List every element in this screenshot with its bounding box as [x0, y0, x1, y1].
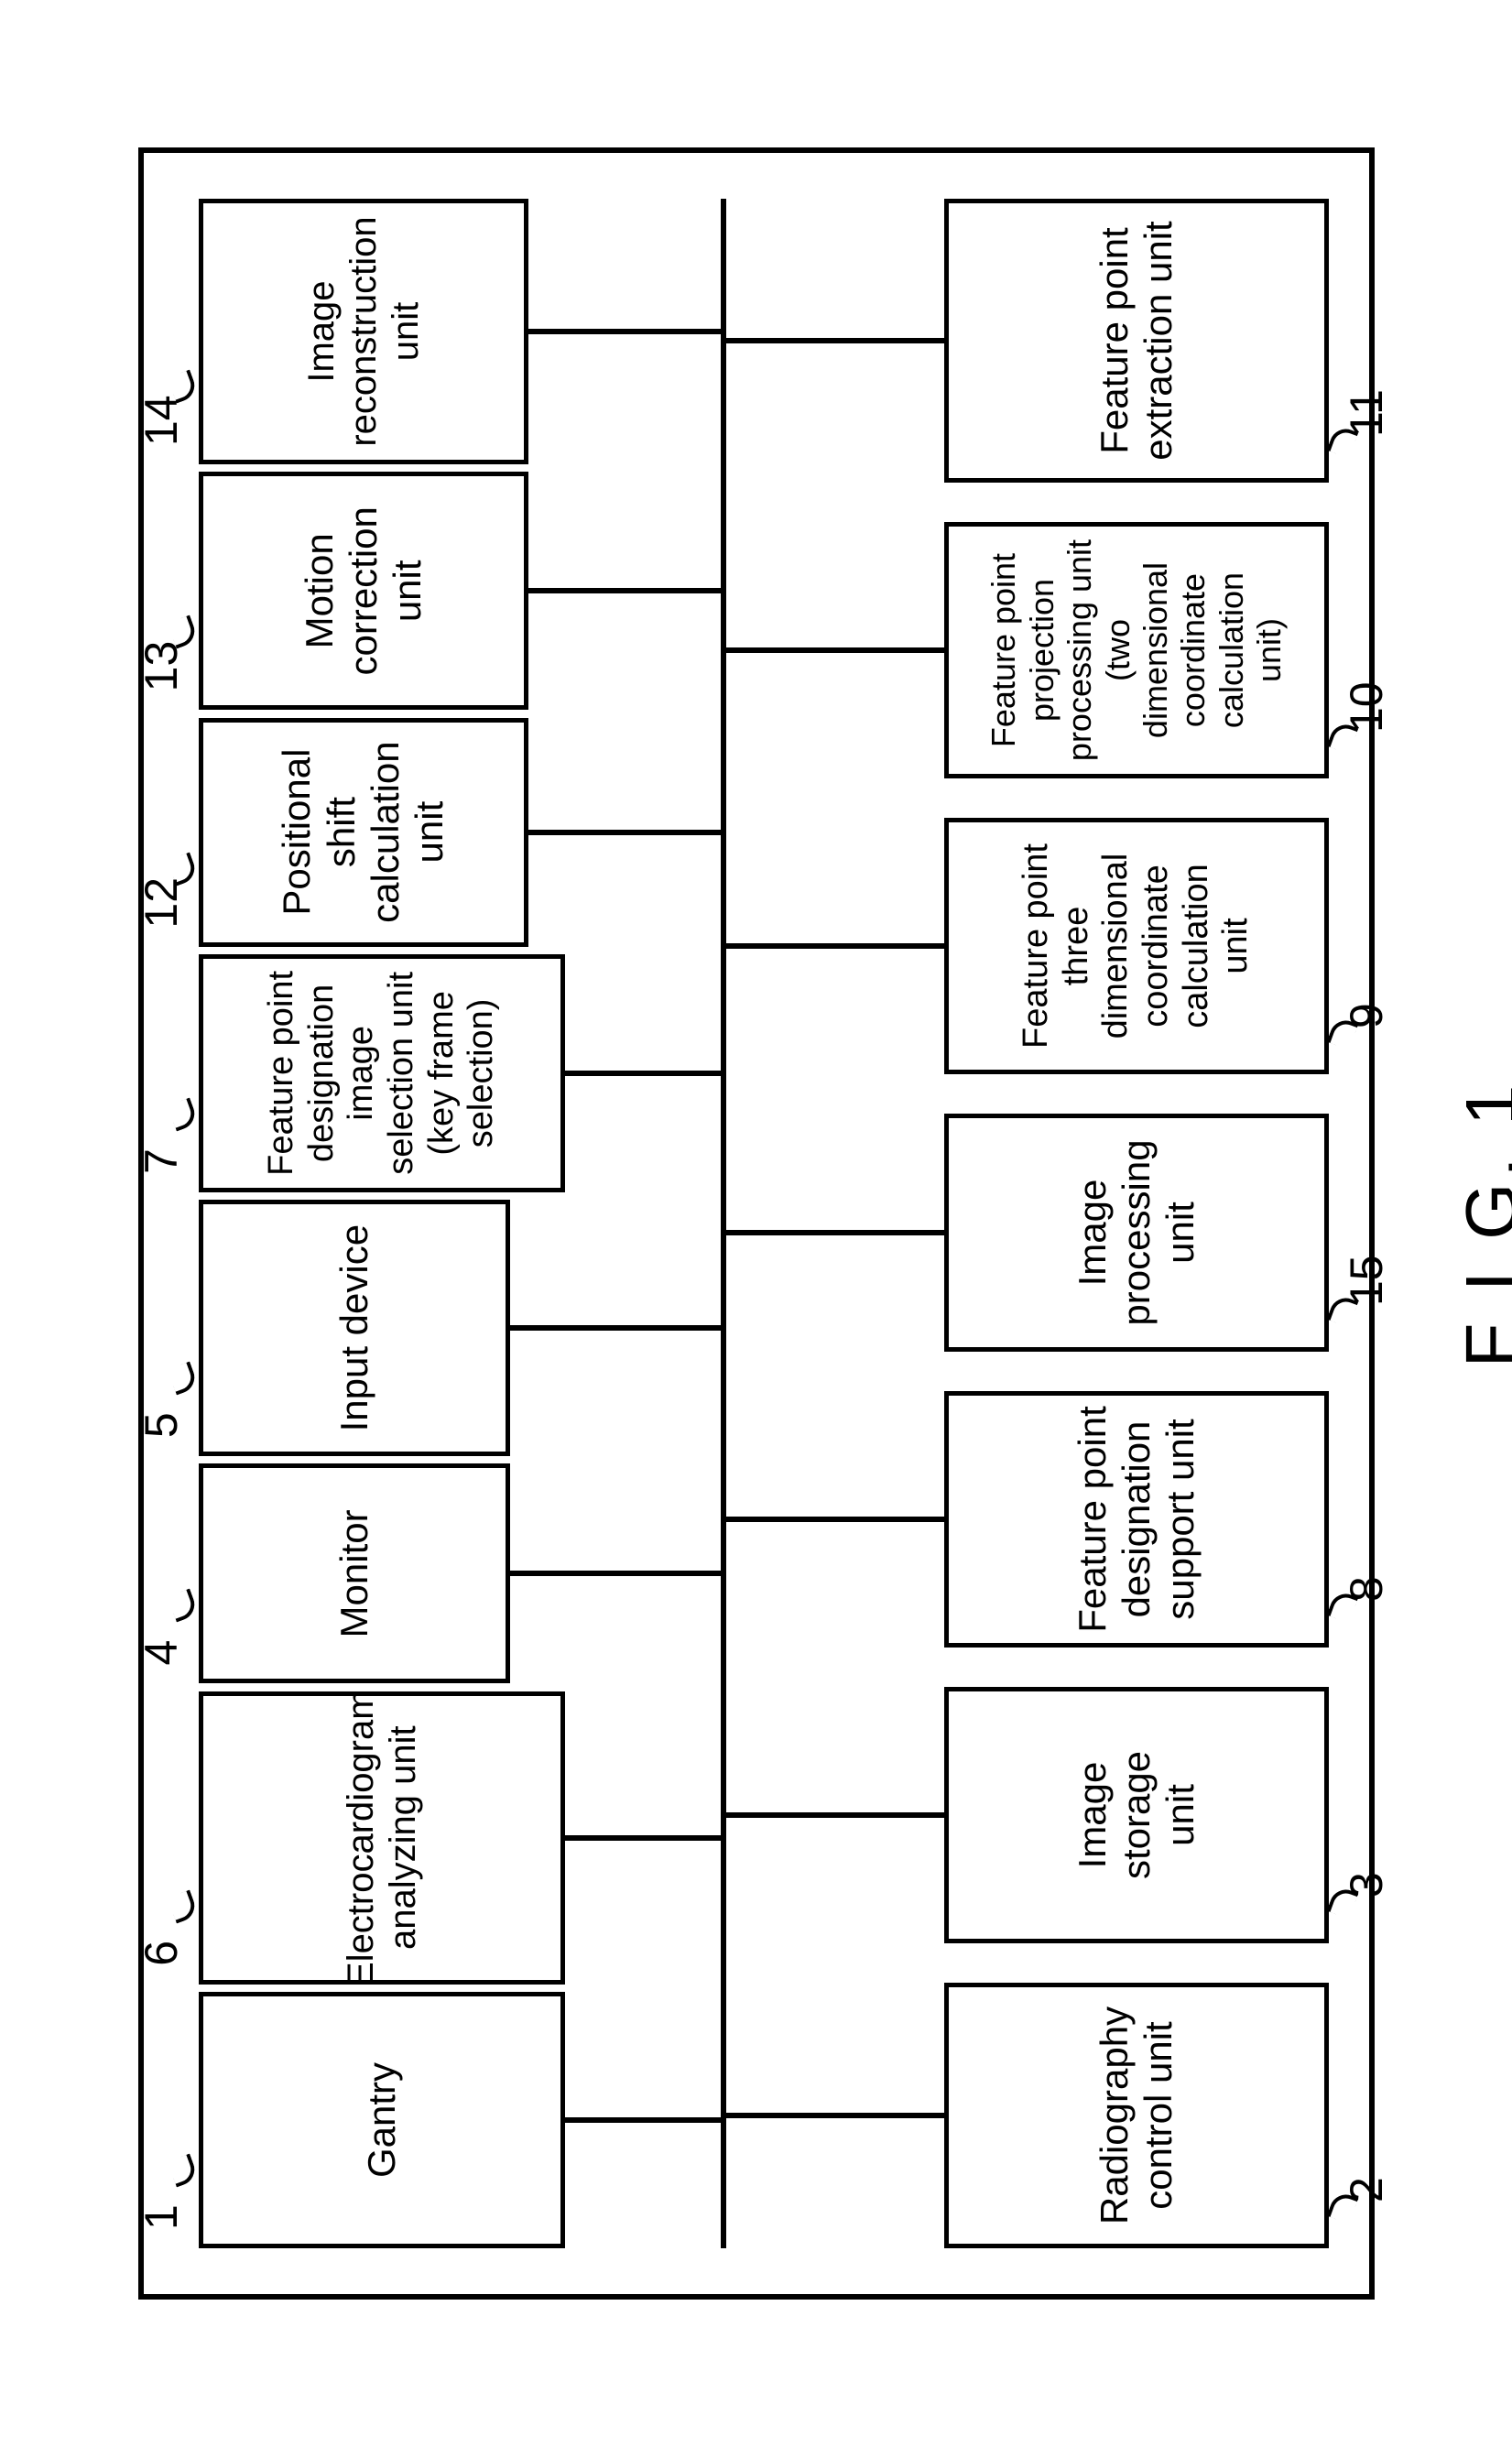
page: 1Gantry6Electrocardiogramanalyzing unit4…	[0, 0, 1512, 2447]
leader-tick	[167, 1097, 199, 1131]
block-box: Feature pointdesignationimageselection u…	[199, 954, 565, 1192]
figure-label: F I G. 1	[1450, 1080, 1512, 1368]
block-number: 11	[1340, 389, 1393, 437]
block-motion: 13Motioncorrectionunit	[199, 472, 721, 710]
block-number: 14	[135, 395, 188, 446]
block-box: Monitor	[199, 1463, 510, 1683]
bus-stem	[721, 2113, 944, 2118]
bus-stem	[528, 830, 721, 835]
bottom-row: Radiographycontrol unit2 Imagestorageunit…	[721, 199, 1329, 2248]
block-number: 8	[1340, 1576, 1393, 1602]
block-number: 10	[1340, 681, 1393, 733]
bus-stem	[721, 338, 944, 343]
block-number: 13	[135, 641, 188, 692]
block-number: 9	[1340, 1003, 1393, 1028]
block-recon: 14Imagereconstructionunit	[199, 199, 721, 464]
block-fp-support: Feature pointdesignationsupport unit8	[721, 1391, 1329, 1648]
block-number: 2	[1340, 2177, 1393, 2202]
bus-stem	[528, 588, 721, 593]
bus-stem	[528, 329, 721, 334]
block-radiography: Radiographycontrol unit2	[721, 1983, 1329, 2248]
bus-stem	[565, 2117, 721, 2123]
block-box: Gantry	[199, 1992, 565, 2248]
block-pos-shift: 12Positionalshiftcalculationunit	[199, 718, 721, 947]
block-number: 15	[1340, 1255, 1393, 1306]
top-row: 1Gantry6Electrocardiogramanalyzing unit4…	[199, 199, 721, 2248]
block-storage: Imagestorageunit3	[721, 1687, 1329, 1943]
block-box: Electrocardiogramanalyzing unit	[199, 1691, 565, 1985]
block-number: 6	[135, 1941, 188, 1966]
block-box: Imageprocessingunit	[944, 1114, 1329, 1352]
bus-stem	[721, 647, 944, 653]
block-fp-proj: Feature pointprojectionprocessing unit(t…	[721, 522, 1329, 778]
diagram-rotated-container: 1Gantry6Electrocardiogramanalyzing unit4…	[138, 147, 1375, 2300]
block-fp-3d: Feature pointthreedimensionalcoordinatec…	[721, 818, 1329, 1074]
block-fp-extract: Feature pointextraction unit11	[721, 199, 1329, 483]
leader-tick	[167, 1362, 199, 1396]
block-img-proc: Imageprocessingunit15	[721, 1114, 1329, 1352]
block-box: Feature pointthreedimensionalcoordinatec…	[944, 818, 1329, 1074]
block-box: Feature pointdesignationsupport unit	[944, 1391, 1329, 1648]
block-input: 5Input device	[199, 1200, 721, 1456]
block-box: Feature pointprojectionprocessing unit(t…	[944, 522, 1329, 778]
block-box: Positionalshiftcalculationunit	[199, 718, 528, 947]
bus-stem	[721, 943, 944, 949]
rows-container: 1Gantry6Electrocardiogramanalyzing unit4…	[199, 199, 1323, 2248]
bus-stem	[721, 1812, 944, 1818]
block-number: 5	[135, 1412, 188, 1438]
leader-tick	[167, 2153, 199, 2187]
block-ecg: 6Electrocardiogramanalyzing unit	[199, 1691, 721, 1985]
leader-tick	[167, 1889, 199, 1923]
block-number: 3	[1340, 1872, 1393, 1898]
bus-stem	[510, 1571, 721, 1576]
bus-stem	[721, 1517, 944, 1522]
bus-stem	[565, 1835, 721, 1841]
block-number: 7	[135, 1148, 188, 1174]
bus-stem	[721, 1230, 944, 1235]
block-number: 1	[135, 2204, 188, 2230]
leader-tick	[167, 1589, 199, 1623]
block-monitor: 4Monitor	[199, 1463, 721, 1683]
diagram-outer-frame: 1Gantry6Electrocardiogramanalyzing unit4…	[138, 147, 1375, 2300]
block-fp-desig-img: 7Feature pointdesignationimageselection …	[199, 954, 721, 1192]
block-box: Imagestorageunit	[944, 1687, 1329, 1943]
bus-stem	[510, 1325, 721, 1331]
block-number: 4	[135, 1640, 188, 1666]
block-box: Radiographycontrol unit	[944, 1983, 1329, 2248]
block-box: Feature pointextraction unit	[944, 199, 1329, 483]
block-box: Motioncorrectionunit	[199, 472, 528, 710]
block-box: Imagereconstructionunit	[199, 199, 528, 464]
bus-stem	[565, 1071, 721, 1076]
block-box: Input device	[199, 1200, 510, 1456]
block-gantry: 1Gantry	[199, 1992, 721, 2248]
